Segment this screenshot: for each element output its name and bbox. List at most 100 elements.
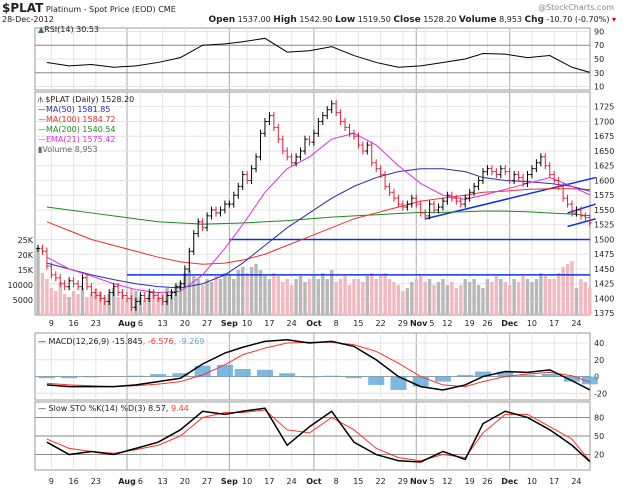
price-axis-label: 1600 [594, 176, 614, 185]
x-tick-label-bottom: 19 [465, 477, 475, 486]
macd-histogram-bar [279, 373, 296, 377]
volume-bar [432, 285, 436, 315]
volume-bar [476, 285, 481, 315]
legend-ma100: —MA(100) 1584.72 [38, 115, 116, 124]
volume-bar [76, 294, 80, 315]
volume-bar [419, 276, 423, 315]
trendline [567, 218, 596, 228]
x-tick-label-bottom: 23 [91, 477, 101, 486]
x-tick-label-top: 17 [264, 319, 274, 328]
x-tick-label-bottom: 6 [138, 477, 143, 486]
volume-bar [312, 276, 316, 315]
price-axis-label: 1575 [594, 191, 614, 200]
brand: @StockCharts.com [538, 3, 614, 12]
volume-bar [490, 282, 494, 315]
volume-bar [396, 285, 401, 315]
price-legend: ⫛ $PLAT (Daily) 1528.20 —MA(50) 1581.85 … [38, 95, 134, 155]
volume-bar [503, 282, 507, 315]
volume-bar [174, 285, 178, 315]
volume-bar [454, 288, 458, 315]
volume-bar [169, 291, 174, 315]
volume-bar [89, 294, 94, 315]
x-tick-label-bottom: Aug [118, 477, 136, 486]
volume-bar [272, 273, 276, 315]
x-tick-label-top: 19 [465, 319, 475, 328]
volume-bar [45, 279, 49, 315]
x-tick-label-bottom: 22 [376, 477, 386, 486]
rsi-line [46, 37, 590, 73]
volume-bar [387, 279, 392, 315]
volume-axis-label: 15K [18, 266, 34, 275]
volume-bar [316, 279, 321, 315]
legend-price: ⫛ $PLAT (Daily) 1528.20 [38, 95, 135, 104]
volume-bar [258, 270, 263, 315]
chart-title: $PLAT Platinum - Spot Price (EOD) CME [2, 1, 176, 15]
macd-histogram-bar [127, 375, 144, 377]
x-tick-label-top: 15 [353, 319, 363, 328]
volume-bar [285, 279, 289, 315]
macd-histogram-bar [172, 373, 189, 377]
macd-axis-label: 40 [594, 339, 604, 348]
volume-bar [249, 267, 254, 315]
volume-bar [218, 279, 223, 315]
macd-axis-label: -20 [594, 389, 607, 398]
volume-bar [294, 279, 298, 315]
volume-bar [588, 288, 592, 315]
rsi-axis-label: 90 [594, 27, 604, 36]
volume-bar [196, 279, 200, 315]
macd-histogram-bar [256, 369, 273, 377]
x-tick-label-bottom: 27 [202, 477, 212, 486]
macd-histogram-bar [194, 365, 211, 377]
volume-bar [512, 279, 516, 315]
volume-axis-label: 10000 [8, 281, 33, 290]
x-tick-label-top: 29 [398, 319, 408, 328]
volume-axis-label: 5000 [13, 296, 33, 305]
x-tick-label-bottom: 26 [482, 477, 492, 486]
volume-bar [530, 282, 534, 315]
volume-bar [111, 288, 116, 315]
volume-bar [450, 282, 454, 315]
volume-bar [40, 273, 45, 315]
volume-bar [232, 279, 236, 315]
volume-bar [427, 279, 432, 315]
volume-bar [125, 300, 129, 315]
volume-bar [98, 291, 102, 315]
volume-bar [499, 279, 503, 315]
x-tick-label-top: 26 [482, 319, 492, 328]
volume-bar [352, 279, 356, 315]
macd-histogram-bar [519, 374, 536, 377]
volume-bar [534, 279, 539, 315]
volume-bar [263, 276, 267, 315]
volume-bar [289, 285, 294, 315]
volume-bar [63, 294, 67, 315]
volume-bar [325, 279, 329, 315]
volume-bar [267, 279, 272, 315]
volume-bar [423, 282, 427, 315]
x-tick-label-top: Dec [501, 319, 518, 328]
price-axis-label: 1425 [594, 280, 614, 289]
volume-bar [143, 300, 147, 315]
sto-d-line [46, 409, 591, 462]
price-axis-label: 1475 [594, 250, 614, 259]
macd-line [46, 338, 591, 391]
volume-bar [334, 282, 338, 315]
macd-histogram-bar [497, 371, 514, 377]
macd-histogram-bar [457, 374, 474, 377]
price-axis-label: 1450 [594, 265, 614, 274]
x-tick-label-top: 16 [69, 319, 79, 328]
legend-volume: ▮Volume 8,953 [38, 145, 98, 154]
x-tick-label-bottom: 20 [180, 477, 190, 486]
price-axis-label: 1675 [594, 132, 614, 141]
volume-bar [147, 294, 151, 315]
volume-bar [183, 273, 187, 315]
volume-bar [116, 297, 120, 315]
price-axis-label: 1400 [594, 294, 614, 303]
rsi-axis-label: 50 [594, 55, 604, 64]
volume-bar [347, 285, 352, 315]
quote-summary: Open 1537.00 High 1542.90 Low 1519.50 Cl… [208, 15, 617, 25]
volume-bar [556, 273, 561, 315]
x-tick-label-bottom: 10 [242, 477, 252, 486]
price-axis-label: 1550 [594, 206, 614, 215]
volume-bar [370, 273, 374, 315]
volume-bar [356, 279, 361, 315]
